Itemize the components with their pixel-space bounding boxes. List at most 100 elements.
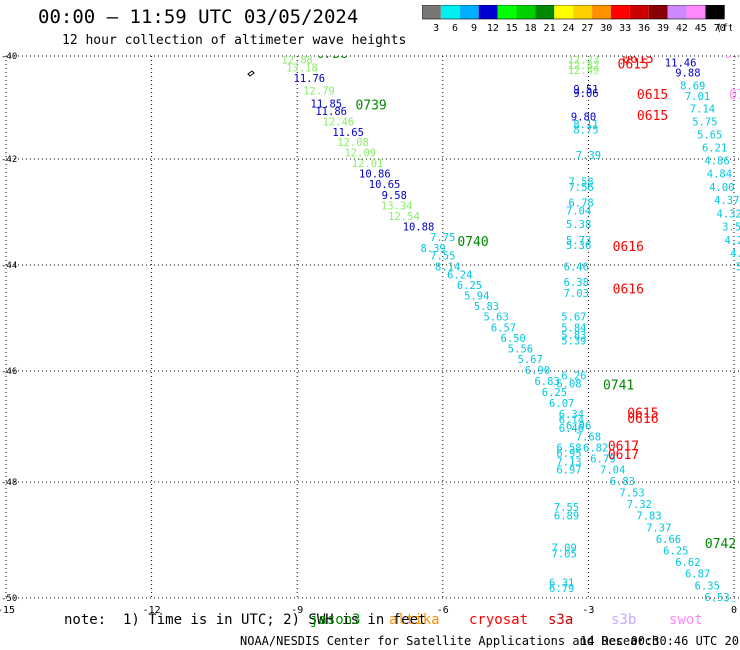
wave-height-value: 8.11 bbox=[573, 119, 598, 131]
wave-height-value: 8.69 bbox=[680, 80, 705, 92]
wave-height-value: 12.01 bbox=[352, 158, 384, 170]
lat-tick-label: -42 bbox=[1, 155, 17, 165]
lat-tick-label: -50 bbox=[1, 594, 17, 604]
wave-height-value: 7.04 bbox=[600, 465, 625, 477]
colorbar-swatch bbox=[686, 5, 706, 19]
wave-height-value: 9.88 bbox=[675, 68, 700, 80]
pass-time-label: 0742 bbox=[705, 537, 736, 552]
colorbar-label: 9 bbox=[471, 23, 477, 34]
pass-time-label: 0615 bbox=[622, 52, 653, 67]
wave-height-value: 6.27 bbox=[712, 601, 737, 613]
colorbar-swatch bbox=[573, 5, 593, 19]
pass-time-label: 0617 bbox=[608, 448, 639, 463]
colorbar-swatch bbox=[629, 5, 649, 19]
wave-height-value: 6.24 bbox=[447, 269, 472, 281]
wave-height-value: 10.88 bbox=[403, 222, 435, 234]
wave-height-value: 6.25 bbox=[457, 280, 482, 292]
wave-height-value: 6.38 bbox=[564, 277, 589, 289]
colorbar-swatch bbox=[705, 5, 725, 19]
colorbar-swatch bbox=[648, 5, 668, 19]
wave-height-value: 6.82 bbox=[583, 442, 608, 454]
wave-height-value: 6.35 bbox=[695, 580, 720, 592]
colorbar-label: 24 bbox=[562, 23, 574, 34]
wave-height-value: 6.31 bbox=[549, 577, 574, 589]
wave-height-value: 6.21 bbox=[702, 142, 727, 154]
pass-time-label: 0617 bbox=[608, 440, 639, 455]
map-subtitle: 12 hour collection of altimeter wave hei… bbox=[62, 33, 407, 48]
wave-height-value: 6.46 bbox=[564, 261, 589, 273]
colorbar-label: 3 bbox=[433, 23, 439, 34]
wave-height-value: 6.25 bbox=[663, 546, 688, 558]
wave-height-value: 6.57 bbox=[491, 322, 516, 334]
wave-height-value: 5.83 bbox=[474, 301, 499, 313]
wave-height-value: 13.34 bbox=[381, 200, 413, 212]
wave-height-value: 6.07 bbox=[549, 398, 574, 410]
legend-item-s3b: s3b bbox=[611, 612, 637, 628]
colorbar-label: 30 bbox=[600, 23, 612, 34]
wave-height-value: 12.88 bbox=[281, 55, 313, 67]
colorbar-label: 42 bbox=[676, 23, 688, 34]
footer-credit: NOAA/NESDIS Center for Satellite Applica… bbox=[240, 634, 660, 648]
wave-height-value: 7.05 bbox=[551, 548, 576, 560]
wave-height-value: 6.79 bbox=[590, 454, 615, 466]
wave-height-value: 6.50 bbox=[501, 333, 526, 345]
wave-height-value: 3.5 bbox=[722, 222, 740, 234]
wave-height-value: 8.75 bbox=[573, 124, 598, 136]
colorbar-swatch bbox=[516, 5, 536, 19]
wave-height-value: 6.87 bbox=[685, 569, 710, 581]
footer-timestamp: 14 Dec 00:30:46 UTC 2024 bbox=[580, 634, 740, 648]
lat-tick-label: -40 bbox=[1, 52, 17, 62]
pass-time-label: 0616 bbox=[627, 412, 658, 427]
wave-height-value: 6.46 bbox=[559, 423, 584, 435]
map-axis-labels: -15 -12 -9 -6 -3 0 -40 -42 -44 -46 -48 -50 bbox=[0, 52, 737, 616]
wave-height-value: 7.53 bbox=[619, 488, 644, 500]
colorbar-swatch bbox=[611, 5, 630, 19]
colorbar-label: 33 bbox=[619, 23, 631, 34]
wave-height-value: 11.85 bbox=[311, 99, 343, 111]
wave-height-value: 7.13 bbox=[556, 456, 581, 468]
legend-item-s3a: s3a bbox=[548, 612, 574, 628]
wave-height-value: 7.09 bbox=[551, 543, 576, 555]
wave-height-value: 6.79 bbox=[549, 583, 574, 595]
colorbar-label: 27 bbox=[581, 23, 593, 34]
lon-tick-label: -9 bbox=[291, 605, 303, 616]
legend-item-cryosat: cryosat bbox=[469, 612, 529, 628]
pass-time-label: 0616 bbox=[613, 283, 644, 298]
legend-item-swot: swot bbox=[669, 612, 703, 628]
wave-height-value: 7.68 bbox=[576, 431, 601, 443]
pass-time-label: 0615 bbox=[637, 88, 668, 103]
pass-time-label: 0738 bbox=[317, 47, 348, 62]
wave-height-value: 13.18 bbox=[286, 62, 318, 74]
wave-height-value: 6.89 bbox=[554, 511, 579, 523]
wave-height-value: 6.58 bbox=[556, 442, 581, 454]
lon-tick-label: -15 bbox=[0, 605, 15, 616]
coastline bbox=[247, 70, 255, 77]
wave-height-value: 7.01 bbox=[685, 91, 710, 103]
lon-tick-label: -6 bbox=[437, 605, 449, 616]
wave-height-value: 5.65 bbox=[697, 129, 722, 141]
wave-height-value: 4.32 bbox=[716, 208, 740, 220]
wave-height-value: 4. bbox=[730, 248, 740, 260]
colorbar-swatch bbox=[592, 5, 611, 19]
pass-time-label: 0741 bbox=[603, 379, 634, 394]
wave-height-value: 12.54 bbox=[388, 211, 420, 223]
wave-height-value: 9.51 bbox=[573, 84, 598, 96]
colorbar-label: 6 bbox=[452, 23, 458, 34]
wave-height-value: 11.65 bbox=[332, 127, 364, 139]
wave-height-value: 11.86 bbox=[315, 106, 347, 118]
wave-height-value: 5.83 bbox=[561, 330, 586, 342]
wave-height-value: 7.58 bbox=[568, 177, 593, 189]
wave-height-value: 6.95 bbox=[556, 448, 581, 460]
wave-height-value: 12.08 bbox=[337, 137, 369, 149]
lat-tick-label: -44 bbox=[1, 261, 17, 271]
colorbar-swatch bbox=[478, 5, 498, 19]
wave-height-value: 6.26 bbox=[561, 370, 586, 382]
colorbar-label: 21 bbox=[544, 23, 556, 34]
wave-height-value: 9.58 bbox=[382, 190, 407, 202]
wave-height-value: 12.82 bbox=[568, 60, 600, 72]
wave-height-value: 5.94 bbox=[464, 290, 489, 302]
wave-height-value: 6.34 bbox=[559, 409, 584, 421]
pass-time-label: 0615 bbox=[618, 57, 649, 72]
wave-height-value: 6.53 bbox=[704, 592, 729, 604]
